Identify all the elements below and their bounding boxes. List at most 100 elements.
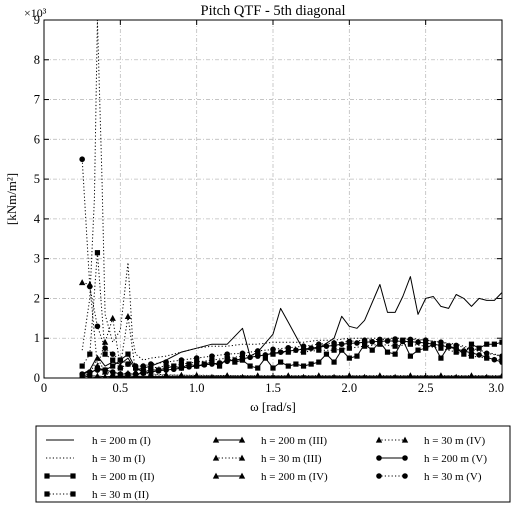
series-point (247, 355, 253, 361)
series-point (95, 323, 101, 329)
x-tick-label: 2.5 (418, 381, 434, 395)
chart-title: Pitch QTF - 5th diagonal (201, 3, 346, 19)
series-1 (82, 20, 502, 360)
series-point (140, 363, 146, 369)
series-point (393, 352, 398, 357)
series-point (79, 156, 85, 162)
series-line (82, 159, 502, 366)
legend-label: h = 30 m (I) (92, 453, 146, 465)
series-point (377, 372, 383, 378)
grid (44, 20, 502, 378)
series-point (477, 346, 482, 351)
legend-label: h = 200 m (I) (92, 435, 151, 447)
y-tick-label: 2 (34, 291, 40, 305)
series-point (316, 341, 322, 347)
series-line (82, 20, 502, 360)
series-point (163, 367, 169, 373)
series-point (179, 357, 185, 363)
x-tick-label: 0 (41, 381, 47, 395)
series-point (461, 348, 467, 354)
series-point (385, 350, 390, 355)
series-point (102, 367, 108, 373)
x-tick-label: 0.5 (113, 381, 129, 395)
legend-marker (376, 455, 382, 461)
series-point (179, 365, 185, 371)
series-point (95, 250, 100, 255)
series-point (316, 359, 321, 364)
y-tick-label: 5 (34, 172, 40, 186)
legend-marker (402, 473, 408, 479)
series-point (194, 355, 200, 361)
series-point (125, 313, 131, 319)
series-point (286, 363, 291, 368)
series-point (484, 342, 489, 347)
series-point (408, 337, 414, 343)
series-point (392, 336, 398, 342)
series-point (224, 351, 230, 357)
series-point (285, 345, 291, 351)
y-tick-label: 0 (34, 371, 40, 385)
series-point (102, 352, 107, 357)
series-point (492, 342, 497, 347)
series-point (263, 352, 269, 358)
series-point (133, 371, 139, 377)
series-layer (79, 20, 505, 381)
series-line (82, 253, 502, 370)
series-point (301, 363, 306, 368)
series-point (324, 352, 329, 357)
series-point (125, 371, 131, 377)
series-point (308, 345, 314, 351)
series-point (469, 347, 475, 353)
x-axis-label: ω [rad/s] (250, 399, 296, 414)
series-point (415, 339, 421, 345)
series-point (408, 354, 413, 359)
series-point (438, 339, 444, 345)
series-3 (80, 250, 505, 373)
series-point (347, 339, 353, 345)
series-point (354, 354, 359, 359)
legend-marker (44, 491, 49, 496)
legend-marker (70, 473, 75, 478)
series-point (438, 356, 443, 361)
series-point (347, 346, 352, 351)
y-multiplier: ×10³ (24, 6, 47, 20)
series-point (331, 340, 337, 346)
series-point (393, 344, 398, 349)
series-point (255, 365, 260, 370)
series-point (293, 361, 298, 366)
y-tick-label: 8 (34, 53, 40, 67)
series-point (110, 358, 115, 363)
series-point (362, 337, 368, 343)
series-point (278, 349, 284, 355)
series-point (110, 315, 116, 321)
series-point (484, 351, 490, 357)
series-point (217, 360, 223, 366)
y-tick-label: 4 (34, 212, 41, 226)
series-point (186, 364, 192, 370)
legend-label: h = 30 m (V) (424, 471, 482, 483)
series-point (255, 372, 261, 378)
x-tick-label: 2.0 (342, 381, 358, 395)
legend-label: h = 200 m (V) (424, 453, 487, 465)
series-point (240, 356, 246, 362)
series-point (278, 359, 283, 364)
series-point (125, 352, 130, 357)
series-point (224, 358, 230, 364)
y-tick-label: 1 (34, 331, 40, 345)
series-point (95, 367, 101, 373)
plot-frame (44, 20, 502, 378)
series-point (453, 343, 459, 349)
series-point (202, 362, 208, 368)
series-point (140, 370, 146, 376)
series-9 (79, 156, 504, 368)
series-point (370, 348, 375, 353)
series-point (270, 365, 275, 370)
series-point (468, 372, 474, 378)
legend-label: h = 30 m (IV) (424, 435, 486, 447)
series-point (125, 361, 131, 367)
legend-marker (70, 491, 75, 496)
series-point (87, 369, 93, 375)
legend-marker (402, 455, 408, 461)
series-point (407, 372, 413, 378)
